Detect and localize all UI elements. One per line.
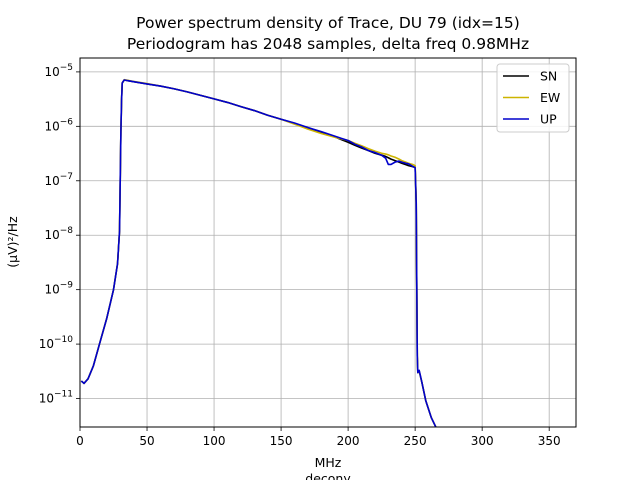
legend-box bbox=[496, 63, 570, 133]
y-tick-exponent: −6 bbox=[60, 117, 74, 127]
y-tick-base: 10 bbox=[39, 392, 54, 406]
x-tick-label: 0 bbox=[76, 434, 84, 448]
series-line-ew bbox=[80, 78, 437, 427]
y-tick-base: 10 bbox=[44, 65, 59, 79]
legend: SN EW UP bbox=[496, 63, 570, 133]
y-tick-base: 10 bbox=[39, 337, 54, 351]
x-axis-label: MHz bbox=[315, 455, 342, 470]
legend-label-up: UP bbox=[540, 112, 557, 127]
x-tick-label: 300 bbox=[471, 434, 494, 448]
legend-label-ew: EW bbox=[540, 90, 560, 105]
series-layer bbox=[80, 78, 437, 427]
y-tick-base: 10 bbox=[44, 119, 59, 133]
y-tick-label: 10−7 bbox=[44, 172, 73, 188]
plot-frame bbox=[79, 57, 577, 428]
y-tick-label: 10−11 bbox=[39, 390, 73, 406]
y-tick-base: 10 bbox=[44, 228, 59, 242]
chart-title-line1: Power spectrum density of Trace, DU 79 (… bbox=[136, 14, 520, 32]
chart-title-line2: Periodogram has 2048 samples, delta freq… bbox=[127, 35, 529, 53]
y-tick-exponent: −8 bbox=[60, 226, 74, 236]
y-tick-exponent: −11 bbox=[54, 390, 73, 400]
y-tick-exponent: −9 bbox=[60, 281, 74, 291]
series-line-sn bbox=[80, 79, 437, 427]
y-tick-label: 10−10 bbox=[39, 335, 74, 351]
y-tick-base: 10 bbox=[44, 174, 59, 188]
y-tick-label: 10−8 bbox=[44, 226, 73, 242]
x-axis-ticks: 0 50 100 150 200 250 300 350 bbox=[76, 427, 561, 448]
x-tick-label: 100 bbox=[203, 434, 226, 448]
y-tick-exponent: −7 bbox=[60, 172, 73, 182]
x-axis-sublabel: decony bbox=[305, 471, 351, 480]
x-tick-label: 250 bbox=[404, 434, 427, 448]
y-tick-exponent: −5 bbox=[60, 63, 73, 73]
y-tick-base: 10 bbox=[44, 283, 59, 297]
legend-label-sn: SN bbox=[540, 69, 557, 84]
y-tick-label: 10−6 bbox=[44, 117, 73, 133]
x-tick-label: 150 bbox=[270, 434, 293, 448]
grid-lines bbox=[79, 58, 576, 427]
x-tick-label: 350 bbox=[538, 434, 561, 448]
x-tick-label: 50 bbox=[139, 434, 154, 448]
y-tick-label: 10−5 bbox=[44, 63, 73, 79]
y-tick-exponent: −10 bbox=[54, 335, 73, 345]
y-tick-label: 10−9 bbox=[44, 281, 73, 297]
y-axis-label: (μV)²/Hz bbox=[5, 216, 20, 268]
x-tick-label: 200 bbox=[337, 434, 360, 448]
series-line-up bbox=[80, 79, 437, 427]
